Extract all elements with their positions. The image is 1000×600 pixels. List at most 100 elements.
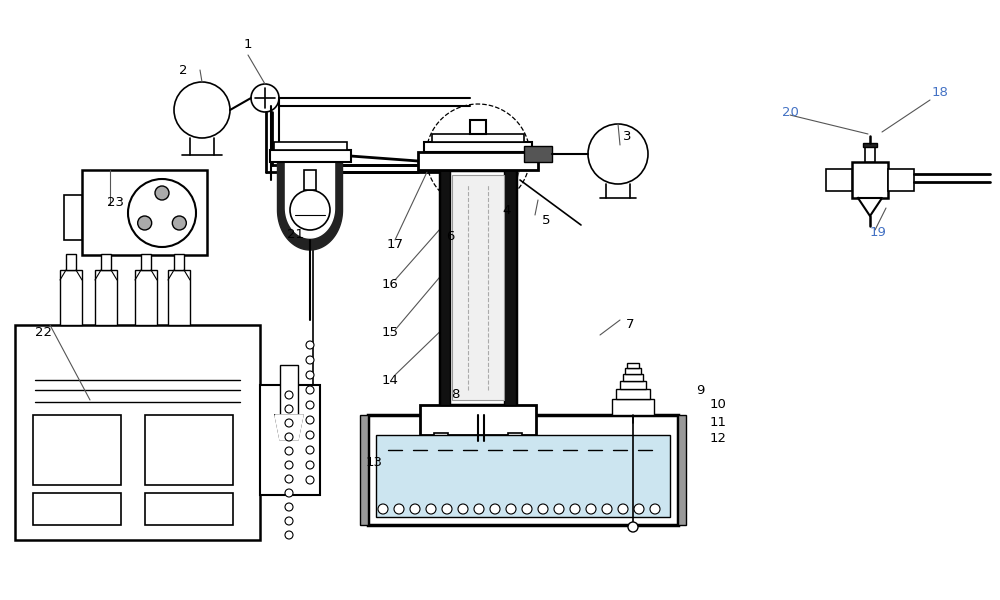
Circle shape xyxy=(506,504,516,514)
Circle shape xyxy=(628,522,638,532)
Circle shape xyxy=(650,504,660,514)
Circle shape xyxy=(285,461,293,469)
Circle shape xyxy=(618,504,628,514)
Circle shape xyxy=(306,356,314,364)
Text: 16: 16 xyxy=(382,278,398,292)
Text: 17: 17 xyxy=(386,238,404,251)
Circle shape xyxy=(285,517,293,525)
Circle shape xyxy=(174,82,230,138)
Bar xyxy=(274,142,347,150)
Text: 21: 21 xyxy=(287,229,304,241)
Circle shape xyxy=(290,190,330,230)
Bar xyxy=(826,169,852,191)
Circle shape xyxy=(285,419,293,427)
Circle shape xyxy=(490,504,500,514)
Bar xyxy=(376,435,670,517)
Text: 13: 13 xyxy=(366,455,382,469)
Circle shape xyxy=(128,179,196,247)
Circle shape xyxy=(251,84,279,112)
Circle shape xyxy=(306,416,314,424)
Text: 9: 9 xyxy=(696,383,704,397)
Bar xyxy=(270,150,351,162)
Bar xyxy=(470,120,486,134)
Circle shape xyxy=(634,504,644,514)
Circle shape xyxy=(586,504,596,514)
Bar xyxy=(420,405,536,435)
Circle shape xyxy=(306,461,314,469)
Polygon shape xyxy=(286,155,334,238)
Bar xyxy=(504,170,516,405)
Circle shape xyxy=(394,504,404,514)
Circle shape xyxy=(554,504,564,514)
Text: 3: 3 xyxy=(623,130,631,142)
Circle shape xyxy=(378,504,388,514)
Bar xyxy=(15,325,260,540)
Bar xyxy=(452,175,504,400)
Circle shape xyxy=(138,216,152,230)
Bar xyxy=(863,143,877,147)
Circle shape xyxy=(285,489,293,497)
Bar xyxy=(888,169,914,191)
Text: 8: 8 xyxy=(451,389,459,401)
Text: 6: 6 xyxy=(446,230,454,244)
Polygon shape xyxy=(858,198,882,216)
Bar xyxy=(625,368,641,374)
Polygon shape xyxy=(275,415,303,440)
Bar xyxy=(280,365,298,415)
Circle shape xyxy=(458,504,468,514)
Circle shape xyxy=(285,475,293,483)
Bar xyxy=(304,170,316,190)
Polygon shape xyxy=(270,155,351,250)
Bar xyxy=(678,415,686,525)
Bar xyxy=(145,415,233,485)
Circle shape xyxy=(306,341,314,349)
Text: 10: 10 xyxy=(710,398,726,412)
Circle shape xyxy=(474,504,484,514)
Bar xyxy=(865,147,875,162)
Text: 11: 11 xyxy=(710,415,726,428)
Bar xyxy=(424,142,532,152)
Bar xyxy=(524,146,552,162)
Bar xyxy=(440,170,516,405)
Circle shape xyxy=(410,504,420,514)
Bar xyxy=(82,170,207,255)
Circle shape xyxy=(285,433,293,441)
Circle shape xyxy=(426,504,436,514)
Bar xyxy=(60,270,82,325)
Text: 20: 20 xyxy=(782,106,798,118)
Circle shape xyxy=(306,476,314,484)
Text: 22: 22 xyxy=(36,325,52,338)
Circle shape xyxy=(306,446,314,454)
Text: 1: 1 xyxy=(244,38,252,52)
Circle shape xyxy=(306,401,314,409)
Circle shape xyxy=(155,186,169,200)
Bar xyxy=(368,415,678,525)
Bar xyxy=(145,493,233,525)
Bar xyxy=(141,254,151,270)
Circle shape xyxy=(538,504,548,514)
Bar xyxy=(440,170,450,405)
Circle shape xyxy=(602,504,612,514)
Circle shape xyxy=(588,124,648,184)
Bar xyxy=(627,363,639,368)
Bar xyxy=(418,152,538,170)
Circle shape xyxy=(306,371,314,379)
Bar xyxy=(174,254,184,270)
Circle shape xyxy=(285,405,293,413)
Bar xyxy=(623,374,643,381)
Circle shape xyxy=(442,504,452,514)
Bar xyxy=(168,270,190,325)
Text: 2: 2 xyxy=(179,64,187,76)
Bar xyxy=(101,254,111,270)
Bar xyxy=(135,270,157,325)
Circle shape xyxy=(285,447,293,455)
Bar xyxy=(360,415,368,525)
Circle shape xyxy=(285,391,293,399)
Bar xyxy=(434,433,448,441)
Text: 7: 7 xyxy=(626,319,634,331)
Bar xyxy=(612,399,654,415)
Bar xyxy=(620,381,646,389)
Text: 14: 14 xyxy=(382,373,398,386)
Text: 18: 18 xyxy=(932,85,948,98)
Circle shape xyxy=(172,216,186,230)
